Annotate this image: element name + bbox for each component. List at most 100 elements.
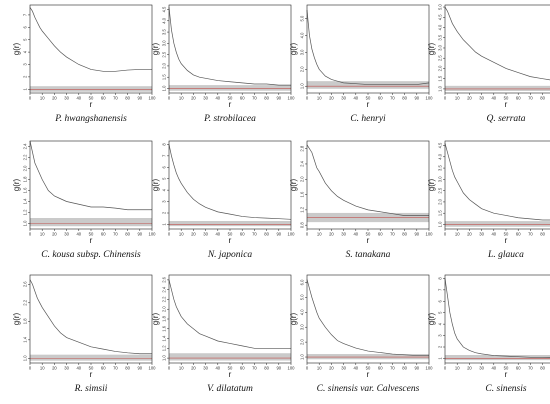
y-tick-label: 4 [23,50,28,53]
y-axis-label: g(r) [427,312,436,325]
y-tick-label: 1.0 [162,355,167,361]
y-tick-label: 5 [23,38,28,41]
y-tick-label: 1.0 [23,355,28,361]
y-tick-label: 4.0 [162,17,167,23]
y-tick-label: 2.5 [438,187,443,193]
y-tick-label: 1.2 [23,209,28,215]
y-axis-label: g(r) [289,42,298,55]
y-tick-label: 4.5 [438,14,443,20]
simulation-envelope [307,81,429,89]
y-tick-label: 1.8 [23,176,28,182]
species-caption: N. japonica [207,250,253,260]
x-tick-label: 30 [479,96,484,101]
y-tick-label: 3 [438,334,443,337]
y-tick-label: 7 [438,288,443,291]
y-axis-label: g(r) [151,42,160,55]
y-tick-label: 3.0 [438,44,443,50]
y-tick-label: 3 [162,200,167,203]
x-tick-label: 50 [89,366,94,371]
x-tick-label: 90 [276,96,281,101]
y-tick-label: 4 [162,188,167,191]
y-tick-label: 2.6 [162,276,167,282]
y-tick-label: 2.6 [23,281,28,287]
y-tick-label: 4.0 [300,309,305,315]
y-tick-label: 6 [23,25,28,28]
x-axis-label: r [90,370,93,379]
x-tick-label: 100 [149,96,157,101]
observed-line [306,144,429,216]
species-caption: P. strobilacea [203,114,256,124]
x-tick-label: 10 [179,96,184,101]
y-tick-label: 7 [23,13,28,16]
simulation-envelope [30,354,152,361]
x-tick-label: 70 [528,232,533,237]
x-tick-label: 40 [491,232,496,237]
chart-panel: 0 10 20 30 40 50 60 70 80 90 100 1.0 1.4 1.8 2.2 2.6 r g(… [12,274,157,394]
x-tick-label: 90 [137,96,142,101]
x-tick-label: 40 [491,96,496,101]
x-tick-label: 50 [228,96,233,101]
chart-panel: 0 10 20 30 40 50 60 70 80 90 100 1 2 3 4 5 6 7 8 r g(r) N. ja… [151,140,295,260]
x-tick-label: 60 [378,366,383,371]
x-tick-label: 30 [64,366,69,371]
x-axis-label: r [367,100,370,109]
chart-panel: 0 10 20 30 40 50 60 70 80 90 100 1.0 1.2 1.4 1.6 1.8 2.0… [12,140,157,260]
x-tick-label: 100 [149,232,157,237]
species-caption: R. simsii [74,384,108,394]
y-tick-label: 4.0 [438,153,443,159]
y-tick-label: 2.0 [23,165,28,171]
y-tick-label: 1.5 [438,75,443,81]
simulation-envelope [445,355,550,361]
y-tick-label: 1.0 [23,220,28,226]
x-tick-label: 0 [444,96,447,101]
x-tick-label: 30 [203,366,208,371]
x-tick-label: 70 [113,366,118,371]
y-tick-label: 7 [162,154,167,157]
simulation-envelope [30,86,152,92]
observed-line [29,140,152,211]
x-tick-label: 50 [366,366,371,371]
y-tick-label: 2.2 [23,154,28,160]
x-tick-label: 30 [341,96,346,101]
simulation-envelope [169,85,291,91]
plot-frame [306,4,430,94]
x-tick-label: 50 [504,232,509,237]
y-tick-label: 2.5 [162,51,167,57]
y-tick-label: 1.0 [300,353,305,359]
y-tick-label: 5 [438,311,443,314]
x-tick-label: 30 [203,96,208,101]
x-tick-label: 20 [52,96,57,101]
x-tick-label: 100 [149,366,157,371]
y-tick-label: 1.6 [300,191,305,197]
x-tick-label: 70 [113,232,118,237]
observed-line [29,7,152,72]
y-tick-label: 3.0 [438,176,443,182]
y-tick-label: 1.0 [300,83,305,89]
x-tick-label: 70 [390,232,395,237]
y-tick-label: 4.0 [438,24,443,30]
x-tick-label: 30 [479,366,484,371]
x-tick-label: 40 [353,232,358,237]
simulation-envelope [169,221,291,227]
x-tick-label: 20 [191,366,196,371]
y-tick-label: 1.0 [438,221,443,227]
x-tick-label: 100 [426,366,434,371]
x-tick-label: 0 [306,96,309,101]
y-tick-label: 6 [438,299,443,302]
x-tick-label: 0 [29,96,32,101]
x-tick-label: 100 [288,96,296,101]
y-tick-label: 2.0 [438,198,443,204]
y-tick-label: 3.0 [300,49,305,55]
x-tick-label: 100 [288,366,296,371]
y-axis-label: g(r) [12,178,21,191]
y-tick-label: 1.8 [162,315,167,321]
y-tick-label: 1.0 [438,85,443,91]
species-caption: Q. serrata [486,114,525,124]
x-tick-label: 20 [467,366,472,371]
x-tick-label: 70 [528,366,533,371]
y-tick-label: 2 [23,75,28,78]
x-tick-label: 40 [215,366,220,371]
y-tick-label: 3.5 [438,34,443,40]
x-tick-label: 90 [414,232,419,237]
